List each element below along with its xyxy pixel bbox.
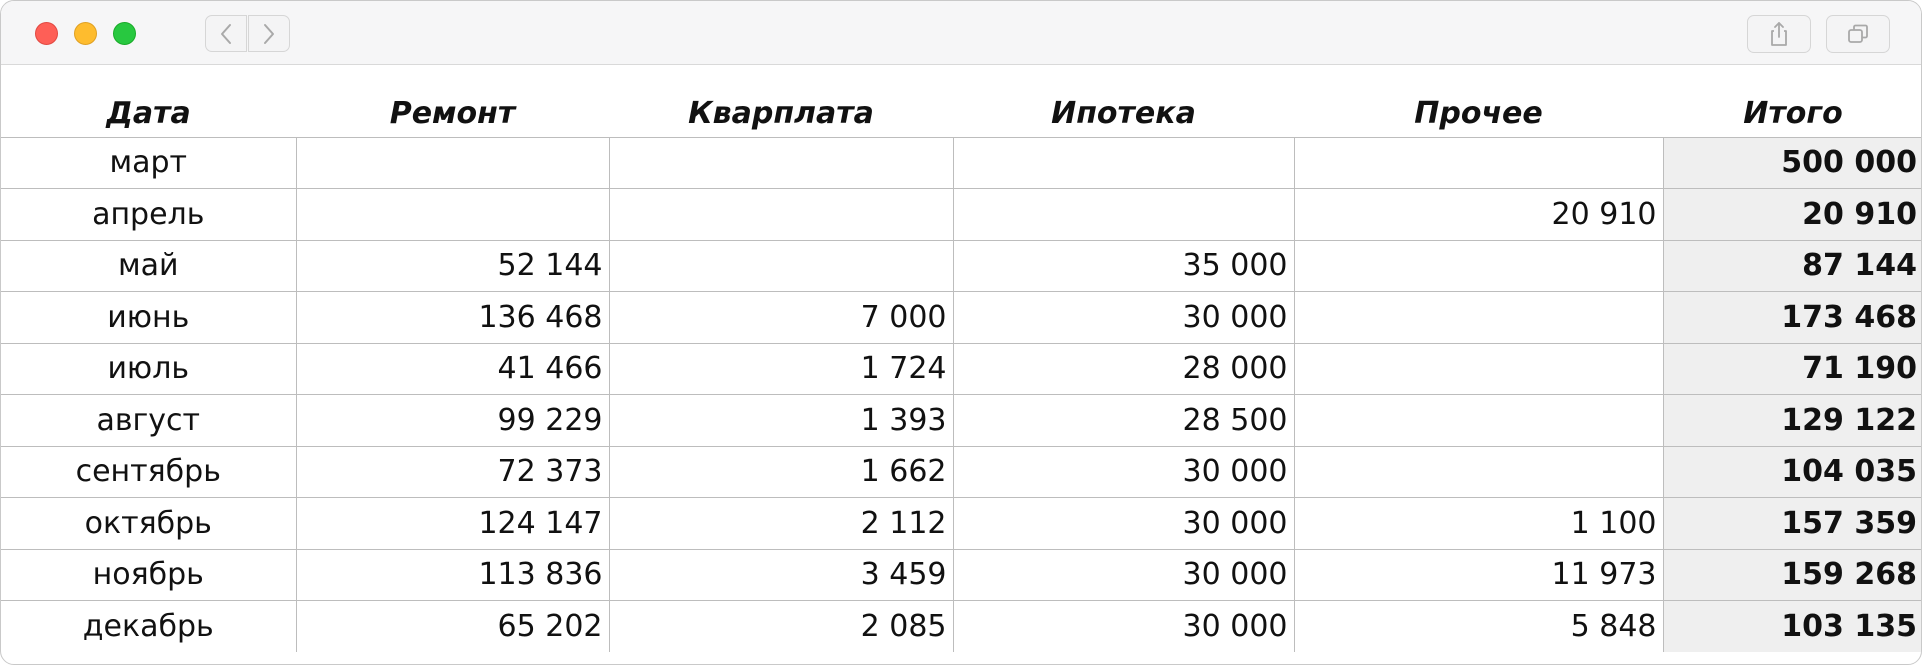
forward-button[interactable] — [248, 15, 290, 52]
cell-remont[interactable]: 52 144 — [296, 240, 610, 292]
column-header-remont[interactable]: Ремонт — [296, 65, 609, 138]
table-row: декабрь 65 202 2 085 30 000 5 848 103 13… — [1, 600, 1921, 652]
table-row: апрель 20 910 20 910 — [1, 188, 1921, 241]
cell-ipoteka[interactable]: 28 500 — [953, 394, 1295, 447]
cell-remont[interactable]: 41 466 — [296, 343, 610, 395]
cell-itogo[interactable]: 157 359 — [1662, 497, 1921, 550]
cell-remont[interactable]: 136 468 — [296, 291, 610, 344]
cell-ipoteka[interactable] — [953, 137, 1295, 189]
cell-ipoteka[interactable] — [953, 188, 1295, 241]
cell-remont[interactable]: 113 836 — [296, 549, 610, 601]
cell-ipoteka[interactable]: 30 000 — [953, 446, 1295, 498]
table-row: август 99 229 1 393 28 500 129 122 — [1, 394, 1921, 447]
cell-date[interactable]: октябрь — [1, 497, 297, 550]
cell-remont[interactable]: 72 373 — [296, 446, 610, 498]
table-row: март 500 000 — [1, 137, 1921, 189]
expenses-table: Дата Ремонт Кварплата Ипотека Прочее Ито… — [1, 65, 1921, 652]
cell-itogo[interactable]: 129 122 — [1662, 394, 1921, 447]
table-row: октябрь 124 147 2 112 30 000 1 100 157 3… — [1, 497, 1921, 550]
title-bar — [1, 1, 1921, 65]
chevron-right-icon — [264, 23, 274, 44]
cell-ipoteka[interactable]: 30 000 — [953, 291, 1295, 344]
cell-date[interactable]: май — [1, 240, 297, 292]
header-row: Дата Ремонт Кварплата Ипотека Прочее Ито… — [1, 65, 1921, 138]
minimize-window-button[interactable] — [74, 22, 97, 45]
table-row: июнь 136 468 7 000 30 000 173 468 — [1, 291, 1921, 344]
cell-kvarplata[interactable] — [609, 137, 954, 189]
cell-date[interactable]: август — [1, 394, 297, 447]
cell-date[interactable]: март — [1, 137, 297, 189]
cell-date[interactable]: сентябрь — [1, 446, 297, 498]
cell-kvarplata[interactable]: 2 085 — [609, 600, 954, 652]
cell-itogo[interactable]: 173 468 — [1662, 291, 1921, 344]
cell-ipoteka[interactable]: 30 000 — [953, 497, 1295, 550]
cell-kvarplata[interactable] — [609, 240, 954, 292]
cell-itogo[interactable]: 20 910 — [1662, 188, 1921, 241]
cell-itogo[interactable]: 104 035 — [1662, 446, 1921, 498]
cell-itogo[interactable]: 103 135 — [1662, 600, 1921, 652]
share-button[interactable] — [1747, 15, 1811, 53]
cell-remont[interactable] — [296, 188, 610, 241]
cell-prochee[interactable] — [1294, 446, 1664, 498]
cell-prochee[interactable] — [1294, 291, 1664, 344]
cell-remont[interactable]: 65 202 — [296, 600, 610, 652]
cell-prochee[interactable] — [1294, 343, 1664, 395]
cell-itogo[interactable]: 71 190 — [1662, 343, 1921, 395]
cell-kvarplata[interactable]: 1 393 — [609, 394, 954, 447]
column-header-prochee[interactable]: Прочее — [1294, 65, 1663, 138]
cell-date[interactable]: июнь — [1, 291, 297, 344]
table-row: ноябрь 113 836 3 459 30 000 11 973 159 2… — [1, 549, 1921, 601]
cell-prochee[interactable] — [1294, 394, 1664, 447]
cell-kvarplata[interactable]: 3 459 — [609, 549, 954, 601]
cell-date[interactable]: ноябрь — [1, 549, 297, 601]
cell-itogo[interactable]: 87 144 — [1662, 240, 1921, 292]
cell-kvarplata[interactable]: 7 000 — [609, 291, 954, 344]
cell-ipoteka[interactable]: 30 000 — [953, 600, 1295, 652]
spreadsheet: Дата Ремонт Кварплата Ипотека Прочее Ито… — [1, 65, 1921, 652]
cell-date[interactable]: июль — [1, 343, 297, 395]
cell-ipoteka[interactable]: 28 000 — [953, 343, 1295, 395]
cell-ipoteka[interactable]: 35 000 — [953, 240, 1295, 292]
chevron-left-icon — [221, 23, 231, 44]
cell-prochee[interactable] — [1294, 240, 1664, 292]
column-header-itogo[interactable]: Итого — [1663, 65, 1921, 138]
table-row: июль 41 466 1 724 28 000 71 190 — [1, 343, 1921, 395]
close-window-button[interactable] — [35, 22, 58, 45]
cell-prochee[interactable] — [1294, 137, 1664, 189]
column-header-ipoteka[interactable]: Ипотека — [953, 65, 1294, 138]
tabs-icon — [1848, 24, 1868, 43]
tabs-button[interactable] — [1826, 15, 1890, 53]
zoom-window-button[interactable] — [113, 22, 136, 45]
cell-remont[interactable]: 124 147 — [296, 497, 610, 550]
cell-kvarplata[interactable]: 1 724 — [609, 343, 954, 395]
cell-kvarplata[interactable]: 1 662 — [609, 446, 954, 498]
table-row: сентябрь 72 373 1 662 30 000 104 035 — [1, 446, 1921, 498]
cell-prochee[interactable]: 5 848 — [1294, 600, 1664, 652]
cell-prochee[interactable]: 1 100 — [1294, 497, 1664, 550]
cell-remont[interactable]: 99 229 — [296, 394, 610, 447]
cell-remont[interactable] — [296, 137, 610, 189]
cell-prochee[interactable]: 11 973 — [1294, 549, 1664, 601]
back-button[interactable] — [205, 15, 247, 52]
share-icon — [1771, 22, 1787, 46]
cell-ipoteka[interactable]: 30 000 — [953, 549, 1295, 601]
cell-itogo[interactable]: 500 000 — [1662, 137, 1921, 189]
cell-kvarplata[interactable]: 2 112 — [609, 497, 954, 550]
cell-date[interactable]: апрель — [1, 188, 297, 241]
cell-prochee[interactable]: 20 910 — [1294, 188, 1664, 241]
cell-date[interactable]: декабрь — [1, 600, 297, 652]
cell-kvarplata[interactable] — [609, 188, 954, 241]
table-row: май 52 144 35 000 87 144 — [1, 240, 1921, 292]
column-header-kvarplata[interactable]: Кварплата — [609, 65, 953, 138]
column-header-date[interactable]: Дата — [1, 65, 296, 138]
cell-itogo[interactable]: 159 268 — [1662, 549, 1921, 601]
